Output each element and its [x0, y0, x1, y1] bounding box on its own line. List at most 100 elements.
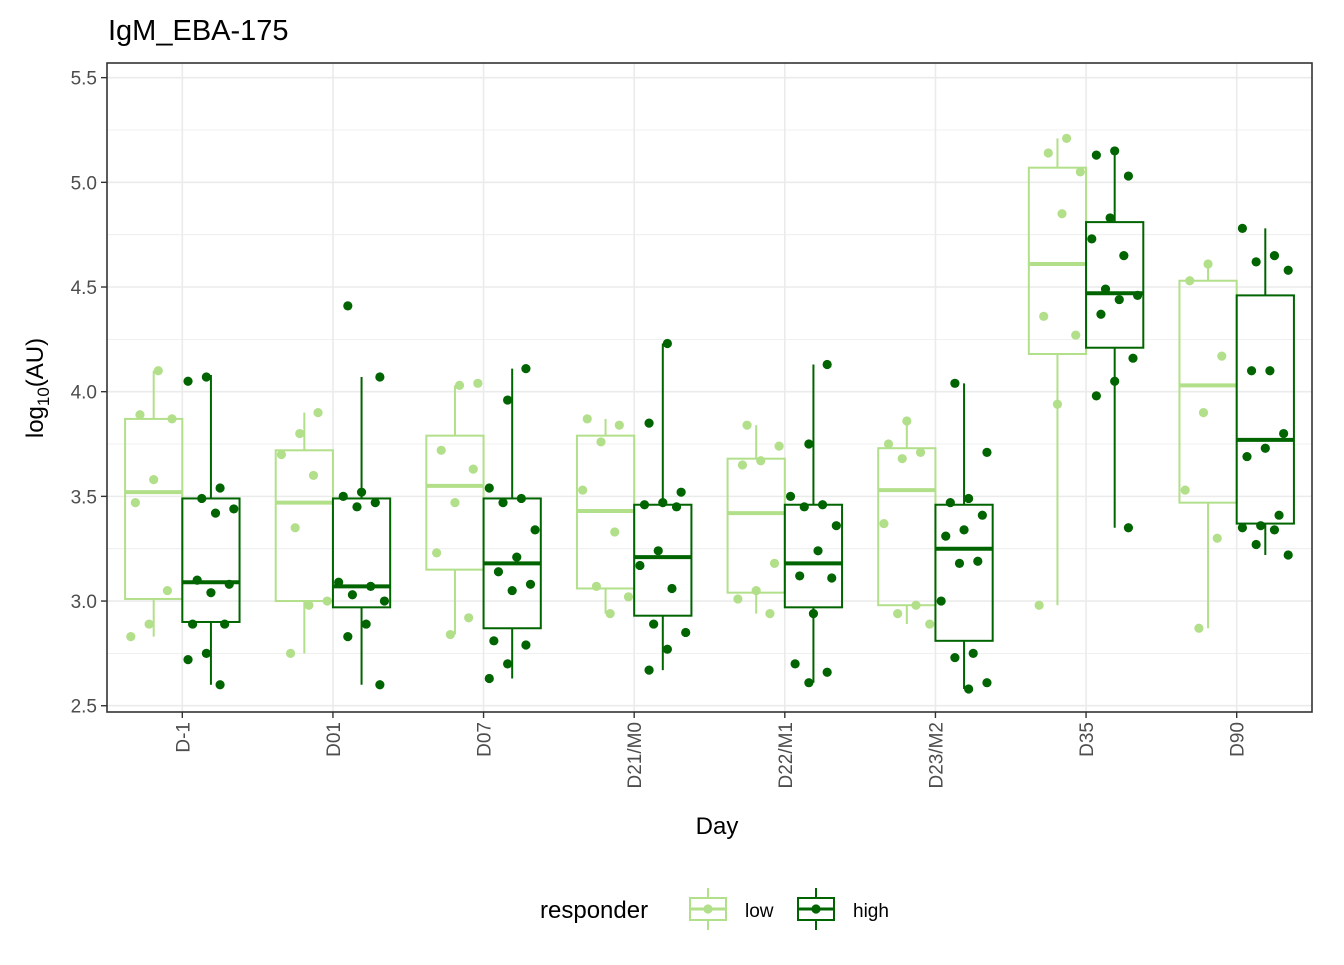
y-axis-title: log10(AU): [22, 338, 53, 438]
data-point: [1043, 148, 1053, 158]
data-point: [822, 667, 832, 677]
y-tick-label: 2.5: [71, 697, 97, 718]
data-point: [304, 600, 314, 610]
box: [1178, 279, 1238, 504]
data-point: [1265, 366, 1275, 376]
data-point: [498, 498, 508, 508]
data-point: [973, 556, 983, 566]
data-point: [1212, 533, 1222, 543]
data-point: [484, 673, 494, 684]
data-point: [144, 619, 154, 629]
data-point: [1185, 276, 1195, 286]
data-point: [516, 493, 526, 504]
data-point: [308, 470, 319, 481]
plot-panel: 2.5 3.0 3.5 4.0 4.5 5.0 5.5 D-1 D01 D07 D21/M0 D22/…: [71, 62, 1313, 789]
data-point: [790, 659, 800, 669]
data-point: [1274, 510, 1284, 520]
data-point: [1100, 284, 1111, 294]
data-point: [799, 502, 809, 512]
data-point: [1256, 521, 1266, 531]
data-point: [653, 546, 663, 556]
data-point: [229, 504, 239, 514]
data-point: [925, 619, 935, 629]
y-tick-label: 3.0: [71, 592, 97, 613]
x-tick-label: D23/M2: [926, 722, 947, 789]
data-point: [959, 525, 969, 535]
data-point: [1132, 290, 1143, 300]
legend-title: responder: [540, 897, 648, 924]
data-point: [521, 364, 531, 374]
box: [633, 503, 693, 617]
data-point: [1114, 294, 1124, 305]
data-point: [950, 652, 960, 663]
data-point: [831, 521, 841, 531]
data-point: [503, 395, 513, 405]
data-point: [639, 500, 650, 510]
data-point: [756, 456, 766, 466]
data-point: [215, 483, 225, 493]
data-point: [1096, 309, 1106, 319]
data-point: [295, 428, 305, 439]
data-point: [911, 600, 921, 610]
data-point: [941, 531, 951, 541]
data-point: [512, 552, 522, 562]
box: [274, 449, 334, 603]
data-point: [220, 619, 230, 629]
data-point: [1091, 150, 1101, 160]
data-point: [507, 585, 517, 596]
data-point: [968, 648, 978, 658]
data-point: [525, 579, 536, 589]
data-point: [795, 571, 805, 581]
data-point: [1123, 523, 1134, 533]
data-point: [343, 301, 353, 311]
data-point: [902, 416, 912, 426]
data-point: [473, 378, 483, 388]
data-point: [676, 487, 686, 497]
data-point: [977, 510, 987, 520]
data-point: [1071, 330, 1081, 340]
y-axis-title-main: log: [22, 406, 49, 438]
data-point: [582, 414, 592, 424]
data-point: [445, 629, 455, 640]
data-point: [366, 581, 376, 591]
data-point: [1039, 311, 1049, 321]
data-point: [375, 680, 385, 690]
data-point: [785, 491, 796, 501]
data-point: [1057, 209, 1067, 219]
legend-label: high: [853, 901, 889, 922]
panel-background: [107, 63, 1312, 712]
data-point: [484, 483, 494, 493]
data-point: [982, 447, 992, 457]
data-point: [883, 439, 894, 449]
data-point: [183, 655, 193, 665]
x-tick-label: D-1: [173, 722, 194, 753]
data-point: [370, 498, 380, 508]
x-axis-title: Day: [696, 813, 739, 840]
data-point: [450, 498, 460, 508]
data-point: [591, 581, 602, 591]
data-point: [804, 439, 814, 449]
data-point: [936, 596, 946, 606]
box: [124, 417, 184, 600]
data-point: [1251, 539, 1261, 550]
data-point: [347, 590, 357, 600]
legend-key-point: [703, 904, 713, 914]
data-point: [1123, 171, 1134, 181]
y-axis-title-subscript: 10: [34, 387, 53, 406]
data-point: [950, 378, 960, 388]
data-point: [915, 447, 926, 457]
data-point: [1105, 213, 1115, 223]
data-point: [375, 372, 385, 382]
y-tick-label: 3.5: [71, 487, 97, 508]
data-point: [153, 366, 163, 376]
legend: responder low high: [540, 888, 889, 930]
data-point: [964, 493, 974, 504]
data-point: [614, 420, 624, 430]
data-point: [1034, 600, 1044, 610]
data-point: [468, 464, 478, 474]
data-point: [454, 380, 465, 391]
data-point: [610, 527, 620, 537]
data-point: [1180, 485, 1190, 495]
box: [331, 497, 392, 609]
